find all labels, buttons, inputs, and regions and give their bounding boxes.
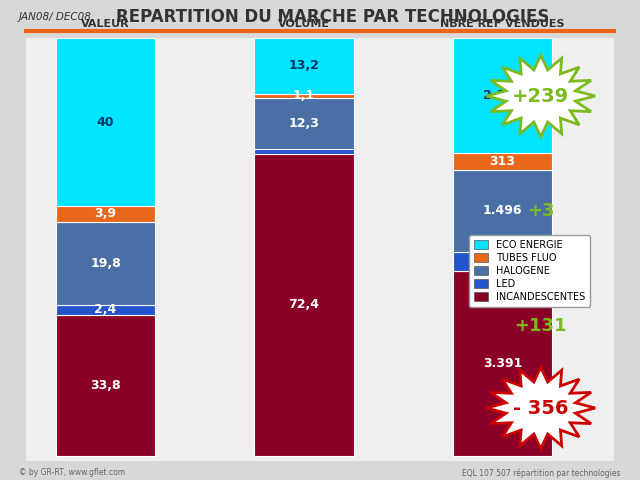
- Text: 2.108: 2.108: [483, 89, 522, 102]
- Text: REPARTITION DU MARCHE PAR TECHNOLOGIES: REPARTITION DU MARCHE PAR TECHNOLOGIES: [116, 8, 550, 26]
- Text: 3.391: 3.391: [483, 357, 522, 370]
- Bar: [453, 38, 552, 153]
- Text: © by GR-RT, www.gflet.com: © by GR-RT, www.gflet.com: [19, 468, 125, 477]
- Bar: [56, 205, 155, 222]
- Text: 1.496: 1.496: [483, 204, 522, 217]
- Polygon shape: [486, 367, 595, 449]
- Text: VALEUR: VALEUR: [81, 19, 130, 29]
- Bar: [453, 170, 552, 252]
- Bar: [453, 153, 552, 170]
- Bar: [254, 149, 354, 154]
- Bar: [56, 305, 155, 315]
- Text: -24: -24: [525, 260, 557, 278]
- Bar: [254, 38, 354, 94]
- Text: 72,4: 72,4: [289, 299, 319, 312]
- Text: NBRE REF VENDUES: NBRE REF VENDUES: [440, 19, 564, 29]
- Text: 2,4: 2,4: [95, 303, 116, 316]
- FancyBboxPatch shape: [26, 38, 614, 461]
- Text: +131: +131: [515, 317, 567, 336]
- Text: +239: +239: [512, 86, 570, 106]
- Text: 13,2: 13,2: [289, 60, 319, 72]
- Bar: [56, 222, 155, 305]
- Text: 313: 313: [490, 155, 515, 168]
- Bar: [453, 271, 552, 456]
- Text: 361: 361: [490, 255, 515, 268]
- Text: 3,9: 3,9: [95, 207, 116, 220]
- Text: JAN08/ DEC08: JAN08/ DEC08: [19, 12, 92, 22]
- Legend: ECO ENERGIE, TUBES FLUO, HALOGENE, LED, INCANDESCENTES: ECO ENERGIE, TUBES FLUO, HALOGENE, LED, …: [469, 235, 590, 307]
- Bar: [254, 98, 354, 149]
- Bar: [56, 38, 155, 205]
- Text: +3: +3: [527, 202, 554, 220]
- Text: VOLUME: VOLUME: [278, 19, 330, 29]
- Text: 40: 40: [97, 116, 115, 129]
- Text: 33,8: 33,8: [90, 379, 121, 392]
- Text: EQL 107 507 répartition par technologies: EQL 107 507 répartition par technologies: [462, 468, 621, 478]
- Polygon shape: [486, 55, 595, 137]
- Bar: [453, 252, 552, 271]
- Text: 1,1: 1,1: [293, 89, 315, 102]
- Bar: [254, 154, 354, 456]
- Text: 19,8: 19,8: [90, 257, 121, 270]
- Text: - 356: - 356: [513, 398, 568, 418]
- Bar: [254, 94, 354, 98]
- Bar: [56, 315, 155, 456]
- Text: 12,3: 12,3: [289, 117, 319, 130]
